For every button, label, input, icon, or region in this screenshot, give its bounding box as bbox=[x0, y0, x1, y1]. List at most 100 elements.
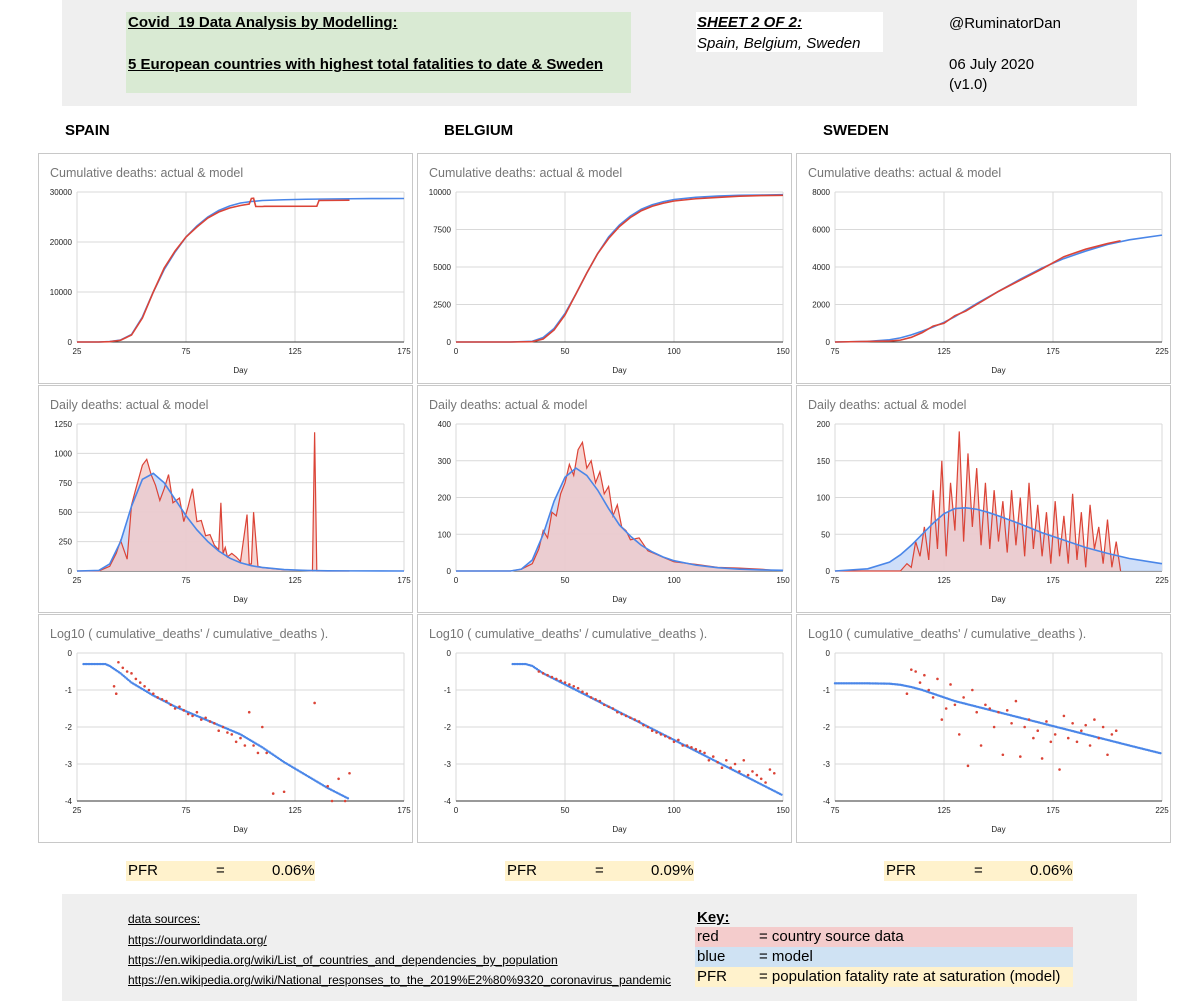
y-tick-label: 200 bbox=[438, 494, 452, 503]
key-row-blue: blue = model bbox=[695, 947, 1073, 967]
data-point bbox=[1019, 755, 1022, 758]
data-point bbox=[343, 799, 347, 803]
data-point bbox=[282, 790, 286, 794]
x-tick-label: 125 bbox=[288, 576, 302, 585]
data-point bbox=[134, 677, 138, 681]
data-point bbox=[581, 690, 584, 694]
y-tick-label: 2000 bbox=[812, 301, 830, 310]
data-point bbox=[1101, 725, 1105, 729]
chart-svg: Log10 ( cumulative_deaths' / cumulative_… bbox=[808, 627, 1169, 834]
data-point bbox=[252, 744, 255, 747]
data-point bbox=[114, 692, 118, 695]
x-axis-label: Day bbox=[991, 595, 1005, 604]
data-point bbox=[1075, 740, 1079, 744]
data-point bbox=[589, 696, 593, 699]
chart-title: Log10 ( cumulative_deaths' / cumulative_… bbox=[808, 627, 1086, 641]
x-tick-label: 125 bbox=[937, 576, 951, 585]
data-point bbox=[247, 710, 251, 714]
data-point bbox=[138, 681, 142, 684]
key-term: PFR bbox=[697, 968, 727, 985]
data-point bbox=[1110, 733, 1114, 736]
data-point bbox=[607, 705, 610, 708]
chart-title: Cumulative deaths: actual & model bbox=[50, 166, 243, 180]
y-tick-label: -4 bbox=[444, 797, 452, 806]
source-link-population[interactable]: https://en.wikipedia.org/wiki/List_of_co… bbox=[128, 953, 558, 967]
data-point bbox=[230, 733, 234, 736]
data-point bbox=[931, 696, 935, 699]
y-tick-label: -1 bbox=[823, 686, 831, 695]
pfr-value: 0.09% bbox=[651, 862, 694, 879]
data-point bbox=[685, 744, 689, 747]
chart-title: Daily deaths: actual & model bbox=[808, 398, 966, 412]
pfr-sweden: PFR = 0.06% bbox=[884, 861, 1073, 881]
data-point bbox=[204, 716, 207, 720]
x-tick-label: 75 bbox=[831, 347, 840, 356]
report-date: 06 July 2020 bbox=[949, 56, 1035, 73]
data-point bbox=[1106, 753, 1109, 757]
data-point bbox=[1001, 753, 1005, 757]
x-axis-label: Day bbox=[233, 595, 247, 604]
data-point bbox=[256, 751, 260, 755]
data-point bbox=[711, 755, 715, 758]
y-tick-label: 0 bbox=[68, 649, 73, 658]
key-desc: = model bbox=[759, 948, 813, 965]
data-point bbox=[1053, 733, 1057, 736]
title-box bbox=[126, 12, 631, 93]
data-point bbox=[1066, 736, 1070, 740]
data-point bbox=[746, 773, 750, 777]
y-tick-label: -1 bbox=[65, 686, 73, 695]
x-axis-label: Day bbox=[233, 825, 247, 834]
data-point bbox=[949, 683, 952, 686]
chart-svg: Log10 ( cumulative_deaths' / cumulative_… bbox=[429, 627, 790, 834]
data-point bbox=[953, 703, 957, 707]
x-axis-label: Day bbox=[612, 366, 626, 375]
y-tick-label: 250 bbox=[59, 538, 73, 547]
data-point bbox=[1093, 718, 1096, 721]
x-tick-label: 175 bbox=[1046, 347, 1060, 356]
x-tick-label: 25 bbox=[73, 347, 82, 356]
pfr-label: PFR bbox=[886, 862, 916, 879]
data-point bbox=[1023, 725, 1026, 729]
data-point bbox=[966, 764, 970, 768]
chart-svg: Daily deaths: actual & model 0 50 100 150 200… bbox=[808, 398, 1169, 604]
data-point bbox=[239, 736, 242, 740]
x-tick-label: 25 bbox=[73, 806, 82, 815]
data-point bbox=[112, 685, 116, 688]
source-link-ourworldindata[interactable]: https://ourworldindata.org/ bbox=[128, 933, 267, 947]
data-point bbox=[1010, 722, 1013, 725]
sweden-daily-chart: Daily deaths: actual & model 0 50 100 150 200… bbox=[796, 385, 1171, 613]
chart-title: Daily deaths: actual & model bbox=[429, 398, 587, 412]
data-point bbox=[733, 762, 737, 766]
x-axis-label: Day bbox=[233, 366, 247, 375]
data-point bbox=[1036, 729, 1040, 732]
data-point bbox=[546, 673, 549, 677]
y-tick-label: 200 bbox=[817, 420, 831, 429]
data-point bbox=[537, 670, 541, 673]
sheet-box bbox=[696, 12, 883, 52]
data-point bbox=[208, 720, 212, 723]
data-point bbox=[624, 714, 628, 718]
data-point bbox=[554, 677, 558, 681]
data-point bbox=[1040, 757, 1044, 760]
y-tick-label: 6000 bbox=[812, 226, 830, 235]
data-point bbox=[195, 710, 199, 714]
data-point bbox=[979, 744, 983, 747]
pfr-value: 0.06% bbox=[272, 862, 315, 879]
data-point bbox=[611, 707, 615, 710]
data-point bbox=[668, 736, 671, 740]
x-tick-label: 50 bbox=[561, 576, 570, 585]
spain-log-chart: Log10 ( cumulative_deaths' / cumulative_… bbox=[38, 614, 413, 843]
sources-title: data sources: bbox=[128, 912, 201, 926]
x-tick-label: 50 bbox=[561, 806, 570, 815]
data-point bbox=[550, 675, 554, 679]
data-point bbox=[1058, 768, 1061, 771]
x-tick-label: 75 bbox=[831, 576, 840, 585]
chart-title: Log10 ( cumulative_deaths' / cumulative_… bbox=[429, 627, 707, 641]
data-point bbox=[182, 709, 186, 712]
data-point bbox=[1014, 699, 1018, 703]
y-tick-label: 300 bbox=[438, 457, 452, 466]
data-point bbox=[576, 686, 580, 690]
x-tick-label: 150 bbox=[776, 806, 790, 815]
source-link-national-responses[interactable]: https://en.wikipedia.org/wiki/National_r… bbox=[128, 973, 672, 987]
x-tick-label: 25 bbox=[73, 576, 82, 585]
